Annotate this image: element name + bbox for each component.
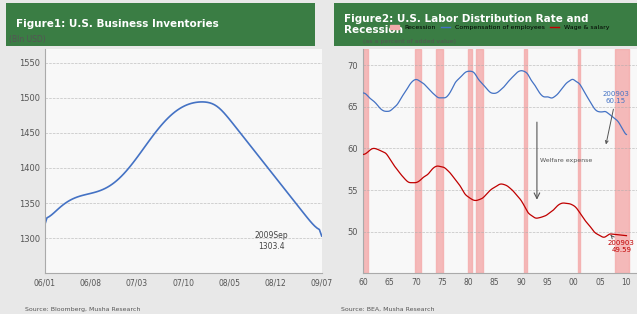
Text: Figure2: U.S. Labor Distribution Rate and
Recession: Figure2: U.S. Labor Distribution Rate an… xyxy=(344,14,588,35)
Legend: Recession, Compensation of employees, Wage & salary: Recession, Compensation of employees, Wa… xyxy=(387,23,613,33)
Text: Source: BEA, Musha Research: Source: BEA, Musha Research xyxy=(341,307,434,312)
Text: 200903
60.15: 200903 60.15 xyxy=(603,91,629,143)
Bar xyxy=(436,49,443,273)
Text: 200903
49.59: 200903 49.59 xyxy=(608,236,634,253)
Bar xyxy=(578,49,580,273)
Bar xyxy=(524,49,527,273)
Bar xyxy=(468,49,472,273)
Bar xyxy=(476,49,483,273)
Text: (Bln USD): (Bln USD) xyxy=(8,35,45,44)
Bar xyxy=(363,49,368,273)
Bar xyxy=(415,49,421,273)
Text: Figure1: U.S. Business Inventories: Figure1: U.S. Business Inventories xyxy=(16,19,218,29)
Text: Welfare expense: Welfare expense xyxy=(540,159,592,163)
Text: Source: Bloomberg, Musha Research: Source: Bloomberg, Musha Research xyxy=(25,307,141,312)
Text: (as a percent of added value): (as a percent of added value) xyxy=(363,39,456,44)
Text: 2009Sep
1303.4: 2009Sep 1303.4 xyxy=(255,231,289,251)
Bar xyxy=(615,49,629,273)
